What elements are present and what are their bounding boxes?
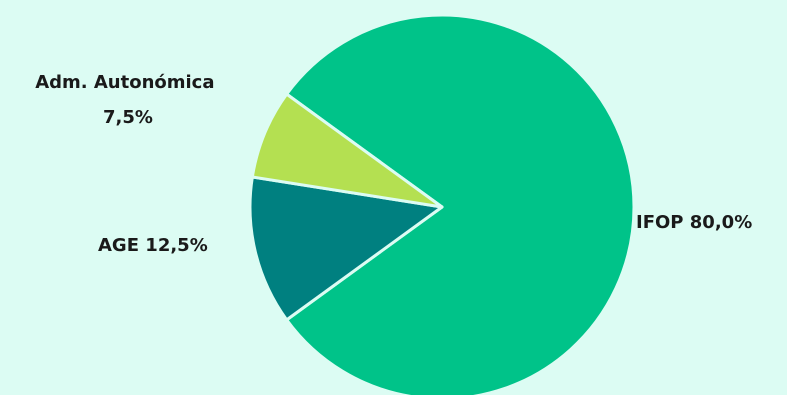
label-adm-autonomica-value: 7,5% xyxy=(103,107,153,128)
label-adm-autonomica: Adm. Autonómica 7,5% xyxy=(35,72,221,128)
label-adm-autonomica-name: Adm. Autonómica xyxy=(35,72,214,93)
label-age: AGE 12,5% xyxy=(98,235,208,256)
pie-slices xyxy=(250,15,634,395)
label-ifop: IFOP 80,0% xyxy=(636,212,752,233)
